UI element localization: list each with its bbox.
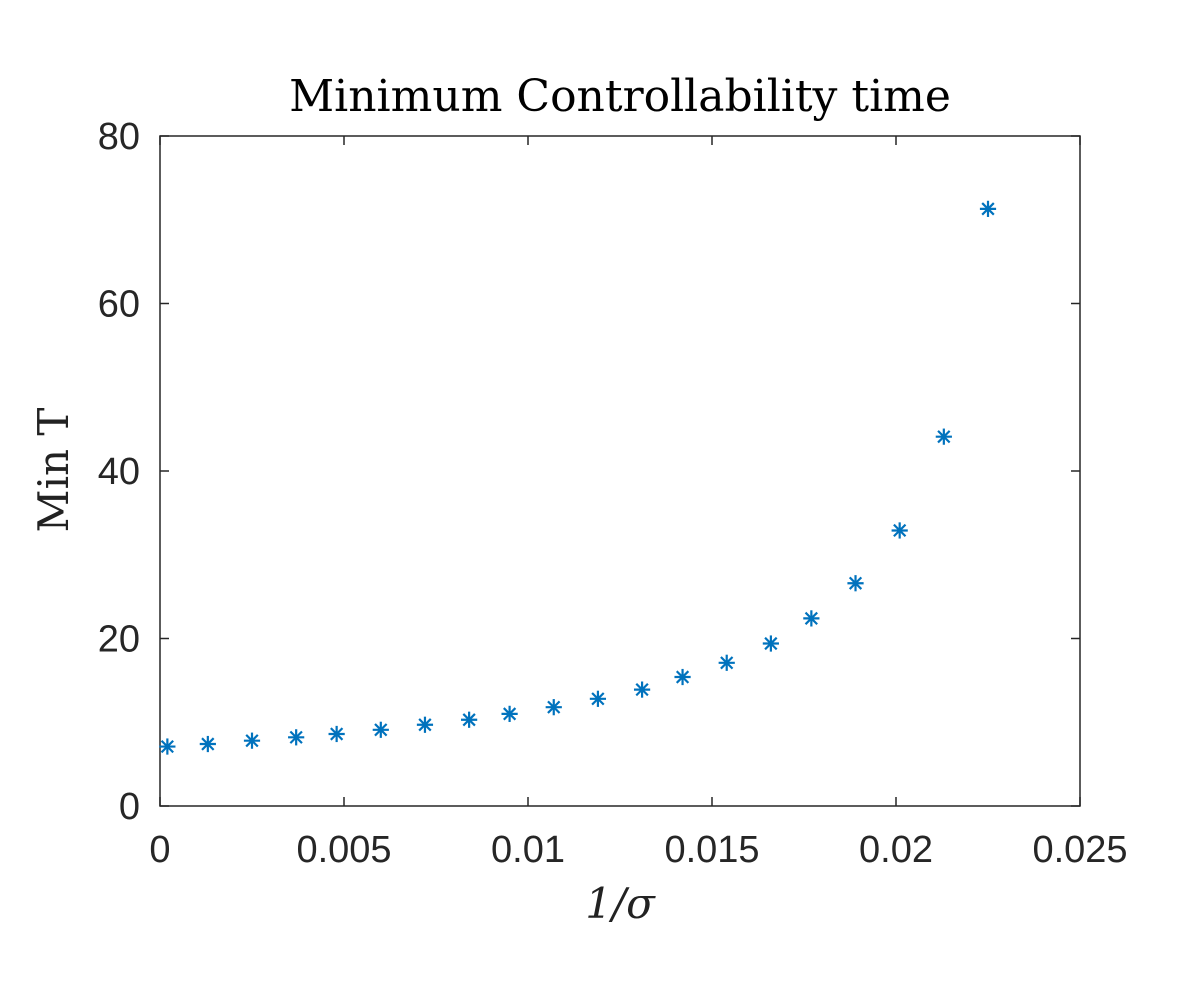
data-point (847, 575, 864, 592)
data-point (416, 716, 434, 733)
y-tick-labels: 0 20 40 60 80 (98, 116, 140, 828)
chart-title: Minimum Controllability time (289, 71, 951, 122)
x-tick-label: 0.015 (664, 829, 759, 871)
data-point (461, 711, 478, 728)
x-tick-label: 0 (149, 829, 170, 871)
y-tick-label: 60 (98, 284, 140, 326)
data-point (288, 729, 305, 746)
x-tick-labels: 0 0.005 0.01 0.015 0.02 0.025 (149, 829, 1127, 871)
y-tick-label: 80 (98, 116, 140, 158)
data-point (803, 610, 820, 627)
data-point (935, 428, 952, 445)
data-point (979, 200, 997, 217)
x-tick-label: 0.02 (859, 829, 933, 871)
axis-ticks (159, 135, 1081, 807)
data-point (199, 735, 216, 753)
data-point (589, 690, 607, 707)
data-point (545, 699, 562, 716)
data-point (891, 522, 908, 539)
y-axis-label: Min T (29, 408, 78, 533)
y-tick-label: 20 (98, 619, 140, 661)
y-tick-label: 0 (119, 786, 140, 828)
x-axis-label: 1/σ (585, 879, 656, 928)
x-tick-label: 0.005 (296, 829, 391, 871)
data-points (159, 200, 997, 755)
data-point (243, 732, 261, 749)
data-point (372, 721, 389, 738)
x-tick-label: 0.025 (1032, 829, 1127, 871)
data-point (328, 725, 345, 743)
data-point (674, 668, 691, 686)
data-point (762, 635, 779, 652)
x-tick-label: 0.01 (491, 829, 565, 871)
data-point (718, 654, 735, 671)
data-point (159, 738, 176, 755)
axes-frame (159, 135, 1081, 807)
data-point (633, 681, 651, 698)
data-point (501, 705, 518, 722)
y-tick-label: 40 (98, 451, 140, 493)
